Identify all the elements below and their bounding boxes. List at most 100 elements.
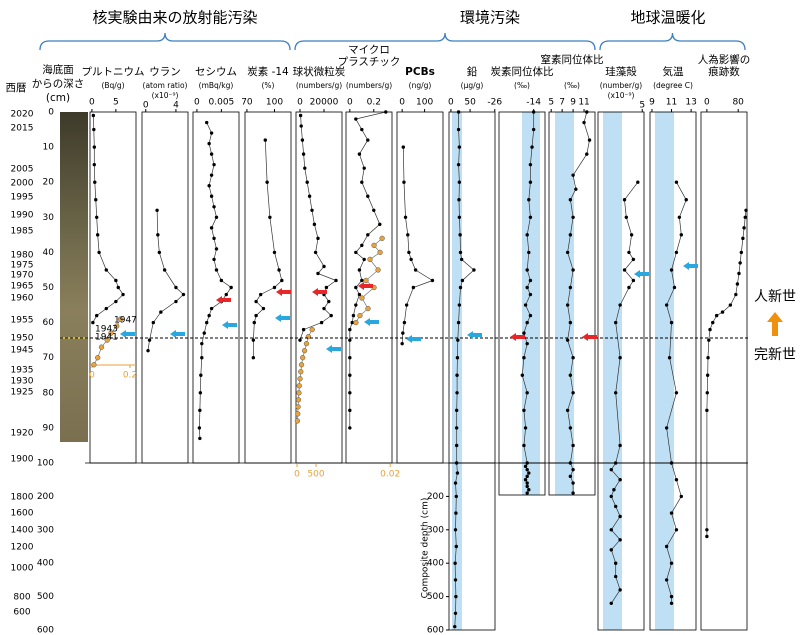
panel-title: セシウム [195,66,237,78]
data-point [618,514,622,519]
data-point [618,356,622,360]
profile-line [349,111,386,428]
depth-tick-label: 80 [43,388,55,398]
data-point [743,215,747,219]
data-point [459,257,464,262]
data-point [585,110,589,114]
group-heading: 環境汚染 [460,9,520,27]
reference-band [522,112,540,495]
panel-unit: (numbers/g) [296,81,342,90]
data-point [295,397,302,403]
data-point [354,285,358,290]
data-point [741,236,745,241]
data-point [209,226,214,230]
data-point [401,145,405,149]
event-arrow [170,330,185,338]
event-arrow [222,321,237,329]
data-point [458,285,463,290]
data-point [411,285,416,290]
data-point [263,138,267,142]
data-point [265,180,269,184]
data-point [350,320,354,325]
data-point [565,408,570,413]
data-point [309,326,315,333]
data-point [354,250,358,255]
data-point [454,408,459,413]
data-point [403,215,408,219]
data-point [453,561,457,565]
depth-tick-label: 600 [37,626,54,635]
data-point [571,356,575,360]
data-point [456,162,461,167]
panel-title: プルトニウム [82,66,145,78]
data-point [116,285,120,290]
x-tick-label: 0 [89,98,95,108]
data-point [714,313,719,318]
profile-line [92,115,124,323]
data-point [294,418,301,424]
data-point [299,124,303,128]
event-arrow [582,333,597,341]
depth-axis-label: からの深さ [32,78,85,90]
data-point [296,383,302,389]
panel-unit: (numbers/g) [346,81,392,90]
data-point [636,180,640,184]
profile-line [401,147,434,344]
data-point [301,152,306,156]
panel-unit: (%) [262,81,275,90]
data-point [672,285,677,290]
epoch-arrow [767,312,783,336]
data-point [627,250,631,255]
depth-tick-label: 10 [43,143,55,153]
data-point [366,233,370,237]
data-point [568,373,573,377]
profile-line [610,181,639,604]
data-point [367,256,373,263]
data-point [298,362,305,368]
data-point [92,127,96,132]
year-tick-label: 600 [13,608,30,618]
year-tick-label: 1985 [11,227,34,237]
data-point [254,299,258,304]
epoch-label: 人新世 [754,289,796,305]
data-point [351,313,356,318]
data-point [622,268,627,272]
depth-axis-label: 海底面 [42,63,74,76]
data-point [209,306,214,311]
data-point [209,131,214,135]
data-point [609,494,613,499]
data-point [738,261,742,265]
data-point [568,233,573,237]
profile-line [147,210,185,351]
data-point [214,247,219,251]
x2-tick-label: 0.2 [123,371,137,381]
data-point [527,198,531,202]
x2-tick-label: 500 [307,470,324,480]
depth-tick-label: 40 [43,248,55,258]
data-point [525,467,529,472]
data-point [359,295,365,301]
data-point [674,528,679,532]
panel-title: 炭素同位体比 [491,65,554,78]
data-point [357,292,362,297]
data-point [609,467,613,472]
data-point [520,373,525,377]
data-point [618,443,622,448]
data-point [624,215,629,219]
panel-title: プラスチック [338,56,401,68]
data-point [677,215,682,219]
x-tick-label: 13 [685,98,696,108]
panel-title: ウラン [149,66,181,78]
data-point [528,292,533,297]
data-point [622,198,627,202]
data-point [357,152,362,156]
profile-line [454,112,475,627]
year-tick-label: 1800 [11,493,34,503]
data-point [458,233,462,237]
year-tick-label: 1200 [11,543,34,553]
data-point [525,391,529,395]
x-tick-label: 100 [266,98,283,108]
event-arrow [683,262,698,270]
data-point [212,257,216,262]
data-point [453,481,458,485]
